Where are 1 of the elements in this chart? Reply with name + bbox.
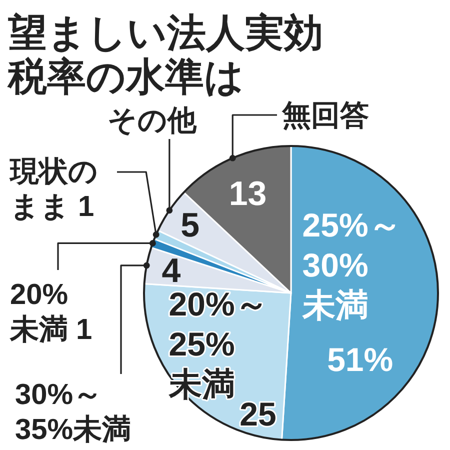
title: 望ましい法人実効税率の水準は	[8, 12, 323, 99]
